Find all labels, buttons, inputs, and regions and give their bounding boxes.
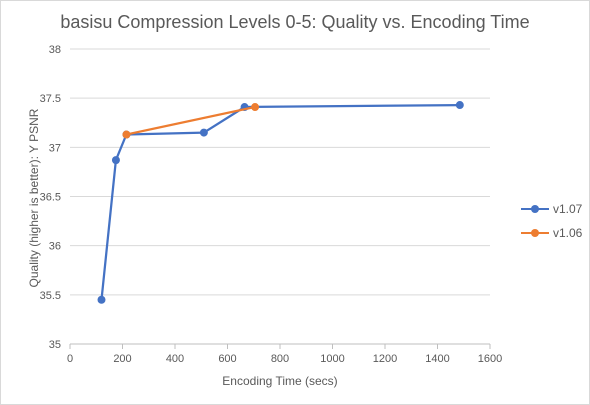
data-point-v107	[199, 128, 208, 137]
x-tick-label: 1000	[320, 353, 344, 365]
legend-label-v106: v1.06	[553, 226, 583, 240]
legend-swatch-v106	[521, 227, 549, 239]
data-point-v107	[111, 156, 120, 165]
y-axis-title: Quality (higher is better): Y PSNR	[27, 108, 41, 288]
axes	[69, 343, 491, 349]
y-tick-label: 37	[49, 142, 61, 154]
series	[97, 101, 464, 304]
x-tick-label: 800	[271, 353, 289, 365]
y-tick-label: 38	[49, 44, 61, 56]
y-tick-label: 36.5	[40, 192, 61, 204]
data-point-v106	[122, 130, 131, 139]
series-line-v107	[100, 103, 460, 300]
x-tick-label: 1400	[425, 353, 449, 365]
data-point-v107	[97, 295, 106, 304]
legend-item-v107: v1.07	[521, 201, 582, 217]
legend: v1.07 v1.06	[521, 201, 582, 249]
legend-item-v106: v1.06	[521, 225, 582, 241]
data-point-v106	[251, 103, 260, 112]
y-tick-label: 37.5	[40, 93, 61, 105]
x-tick-label: 0	[67, 353, 73, 365]
x-tick-label: 400	[166, 353, 184, 365]
chart-title: basisu Compression Levels 0-5: Quality v…	[60, 12, 530, 32]
y-tick-label: 36	[49, 241, 61, 253]
gridlines	[70, 48, 490, 296]
x-tick-label: 200	[113, 353, 131, 365]
x-axis-title: Encoding Time (secs)	[222, 374, 338, 388]
data-point-v107	[455, 101, 464, 110]
legend-label-v107: v1.07	[553, 202, 583, 216]
y-tick-label: 35.5	[40, 290, 61, 302]
x-tick-label: 1200	[373, 353, 397, 365]
legend-swatch-v107	[521, 203, 549, 215]
x-tick-label: 600	[218, 353, 236, 365]
y-tick-label: 35	[49, 339, 61, 351]
x-tick-label: 1600	[478, 353, 502, 365]
series-line-v106	[126, 105, 256, 136]
tick-labels: 35 35.5 36 36.5 37 37.5 38 0 200 400 600 800 1000 120…	[40, 44, 503, 365]
